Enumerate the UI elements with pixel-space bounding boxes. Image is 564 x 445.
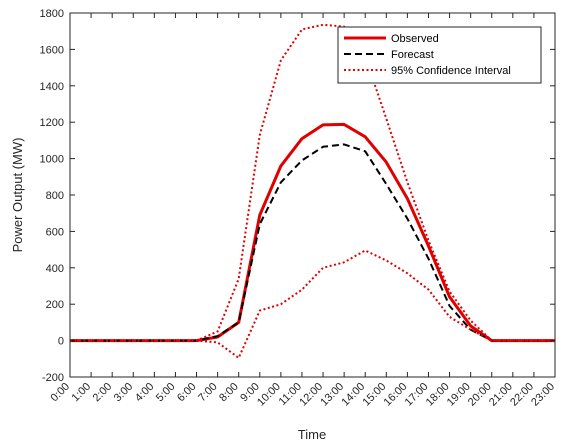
x-tick-label: 16:00 (382, 381, 410, 409)
x-axis-label: Time (298, 427, 326, 442)
y-tick-label: 1400 (40, 81, 64, 93)
y-tick-label: 1000 (40, 154, 64, 166)
x-tick-label: 17:00 (403, 381, 431, 409)
legend-label: Forecast (391, 49, 434, 61)
y-tick-label: -200 (42, 372, 64, 384)
x-tick-label: 23:00 (529, 381, 557, 409)
series-line-3 (70, 249, 555, 359)
series-layer (70, 23, 555, 359)
x-tick-label: 10:00 (255, 381, 283, 409)
series-line-2 (70, 23, 555, 342)
x-tick-label: 4:00 (133, 381, 157, 405)
x-tick-label: 7:00 (196, 381, 220, 405)
legend: Observed Forecast 95% Confidence Interval (337, 26, 542, 84)
x-tick-label: 18:00 (424, 381, 452, 409)
y-tick-label: 400 (46, 263, 64, 275)
x-tick-label: 3:00 (112, 381, 136, 405)
x-tick-label: 22:00 (508, 381, 536, 409)
x-tick-label: 13:00 (318, 381, 346, 409)
y-tick-label: 200 (46, 299, 64, 311)
legend-label: Observed (391, 33, 439, 45)
x-tick-label: 12:00 (297, 381, 325, 409)
y-tick-label: 1200 (40, 117, 64, 129)
y-tick-label: 0 (58, 336, 64, 348)
x-tick-label: 19:00 (445, 381, 473, 409)
x-tick-label: 15:00 (360, 381, 388, 409)
y-axis: -200 0 200 400 600 800 1000 1200 1400 1600 1800 (40, 8, 555, 384)
x-tick-label: 5:00 (154, 381, 178, 405)
x-tick-label: 21:00 (487, 381, 515, 409)
y-axis-label: Power Output (MW) (10, 138, 25, 253)
x-tick-label: 1:00 (70, 381, 94, 405)
y-tick-label: 800 (46, 190, 64, 202)
legend-label: 95% Confidence Interval (391, 65, 511, 77)
x-tick-label: 14:00 (339, 381, 367, 409)
x-tick-label: 0:00 (48, 381, 72, 405)
y-tick-label: 1600 (40, 44, 64, 56)
x-tick-label: 8:00 (217, 381, 241, 405)
x-tick-label: 6:00 (175, 381, 199, 405)
y-tick-label: 600 (46, 226, 64, 238)
y-tick-label: 1800 (40, 8, 64, 20)
x-tick-label: 2:00 (91, 381, 115, 405)
x-tick-label: 20:00 (466, 381, 494, 409)
